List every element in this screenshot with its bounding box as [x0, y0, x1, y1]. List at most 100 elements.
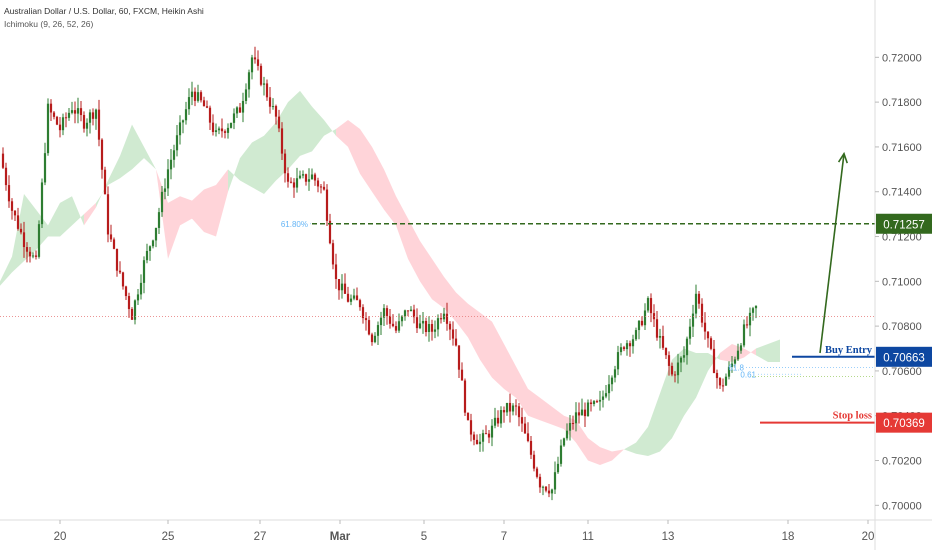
- projection-arrowhead: [837, 151, 848, 164]
- candle-body: [100, 139, 104, 170]
- candle-body: [748, 312, 752, 326]
- candle-body: [586, 402, 590, 417]
- candle-body: [22, 232, 26, 248]
- ichimoku-cloud-bull-segment: [324, 120, 336, 136]
- candle-body: [337, 279, 341, 291]
- candle-body: [259, 65, 263, 85]
- plot-area: 61.80% 61.80.61: [0, 46, 875, 501]
- candle-body: [367, 320, 371, 335]
- candle-body: [649, 298, 653, 314]
- candle-body: [550, 489, 554, 494]
- candle-body: [688, 326, 692, 339]
- candle-body: [700, 303, 704, 323]
- candle-body: [424, 320, 428, 333]
- ichimoku-cloud-bear-segment: [516, 366, 528, 416]
- candle-body: [637, 320, 641, 331]
- candle-body: [94, 109, 98, 119]
- fib-label-0: 61.80%: [281, 220, 308, 229]
- candle-body: [334, 264, 338, 280]
- ichimoku-cloud-bear-segment: [720, 344, 732, 362]
- candle-body: [511, 405, 515, 412]
- candle-body: [526, 433, 530, 441]
- candle-body: [178, 122, 182, 136]
- ichimoku-cloud-bear-segment: [372, 146, 384, 210]
- candle-body: [169, 159, 173, 170]
- ichimoku-cloud-bull-segment: [48, 202, 60, 237]
- candle-body: [676, 362, 680, 376]
- candle-body: [436, 318, 440, 330]
- ichimoku-cloud-bull-segment: [756, 344, 768, 362]
- candle-body: [379, 317, 383, 326]
- candle-body: [190, 91, 194, 98]
- ichimoku-cloud-bull-segment: [132, 124, 144, 170]
- candle-body: [124, 286, 128, 297]
- ichimoku-cloud-bull-segment: [312, 106, 324, 152]
- ichimoku-cloud-bull-segment: [108, 155, 120, 185]
- candle-body: [421, 320, 425, 324]
- y-tick-label: 0.71800: [882, 97, 922, 109]
- ichimoku-cloud-bear-segment: [480, 312, 492, 378]
- candle-body: [322, 186, 326, 190]
- candle-body: [280, 128, 284, 154]
- candle-body: [625, 343, 629, 350]
- candle-body: [154, 227, 158, 241]
- candle-body: [544, 486, 548, 491]
- candle-body: [535, 468, 539, 477]
- candle-body: [439, 318, 443, 320]
- candle-body: [661, 336, 665, 348]
- ichimoku-cloud-bear-segment: [192, 189, 204, 233]
- candle-body: [592, 401, 596, 405]
- candle-body: [193, 91, 197, 101]
- candle-body: [79, 108, 83, 116]
- x-tick-label: 7: [501, 531, 507, 543]
- candle-body: [130, 309, 134, 320]
- candle-body: [418, 323, 422, 329]
- candle-body: [391, 323, 395, 327]
- candle-body: [328, 220, 332, 244]
- ichimoku-cloud-bear-segment: [336, 120, 348, 147]
- ichimoku-cloud-bull-segment: [696, 353, 708, 398]
- candle-body: [292, 182, 296, 188]
- candle-body: [721, 385, 725, 387]
- candle-body: [187, 97, 191, 110]
- candle-body: [262, 83, 266, 85]
- chart-symbol-title: Australian Dollar / U.S. Dollar, 60, FXC…: [4, 6, 204, 16]
- candle-body: [736, 350, 740, 360]
- x-tick-label: 18: [782, 531, 795, 543]
- candle-body: [610, 377, 614, 385]
- ichimoku-cloud-bull-segment: [252, 135, 264, 194]
- candle-body: [472, 434, 476, 440]
- candle-body: [460, 369, 464, 381]
- candle-body: [583, 409, 587, 417]
- price-badge-value-target: 0.71257: [883, 219, 925, 231]
- candle-body: [349, 298, 353, 302]
- candle-body: [214, 130, 218, 133]
- candle-body: [739, 345, 743, 351]
- candle-body: [562, 438, 566, 446]
- candle-body: [355, 295, 359, 301]
- candle-body: [685, 338, 689, 356]
- candle-body: [490, 425, 494, 438]
- candle-body: [13, 210, 17, 216]
- candle-body: [406, 310, 410, 312]
- candle-body: [691, 313, 695, 327]
- ichimoku-cloud-bull-segment: [240, 142, 252, 188]
- candle-body: [67, 112, 71, 118]
- price-badge-buy-entry: [876, 346, 932, 367]
- candle-body: [448, 323, 452, 330]
- candle-body: [400, 316, 404, 322]
- candle-body: [307, 179, 311, 182]
- candle-body: [223, 131, 227, 133]
- candle-body: [496, 417, 500, 424]
- candle-body: [502, 410, 506, 413]
- candle-body: [532, 454, 536, 469]
- ichimoku-cloud-bear-segment: [396, 196, 408, 259]
- candle-body: [580, 409, 584, 416]
- candle-body: [499, 410, 503, 424]
- ichimoku-cloud-bull-segment: [0, 256, 12, 286]
- candle-body: [682, 355, 686, 358]
- candle-body: [34, 255, 38, 257]
- candle-body: [751, 308, 755, 313]
- candle-body: [361, 307, 365, 319]
